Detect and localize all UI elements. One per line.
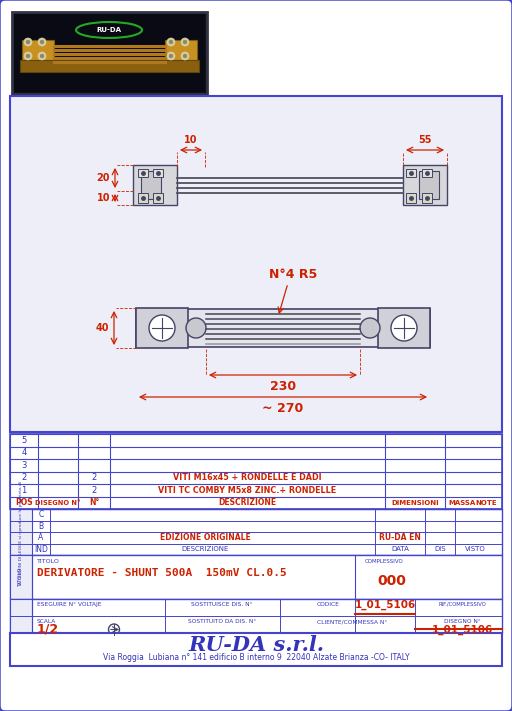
Bar — [406, 193, 416, 203]
Bar — [10, 509, 32, 555]
Bar — [10, 599, 502, 633]
Text: SCALA: SCALA — [37, 619, 56, 624]
Circle shape — [183, 54, 187, 58]
Bar — [406, 169, 416, 177]
Text: 1_01_5106: 1_01_5106 — [432, 624, 493, 635]
Bar — [10, 434, 502, 509]
Text: DATA: DATA — [391, 546, 409, 552]
Text: TITOLO: TITOLO — [18, 567, 24, 587]
Text: ESEGUIRE N° VOLTAJE: ESEGUIRE N° VOLTAJE — [37, 602, 101, 607]
Bar — [10, 509, 502, 555]
Text: DISEGNO N°: DISEGNO N° — [443, 619, 480, 624]
Bar — [14, 14, 205, 92]
Circle shape — [38, 52, 46, 60]
Circle shape — [169, 54, 173, 58]
Bar — [133, 165, 177, 205]
Text: MASSA: MASSA — [449, 500, 476, 506]
Bar — [141, 171, 161, 199]
Circle shape — [169, 40, 173, 44]
Text: A: A — [38, 533, 44, 542]
Circle shape — [40, 40, 44, 44]
Text: COMPLESSIVO: COMPLESSIVO — [365, 559, 404, 564]
Bar — [10, 633, 502, 666]
Bar — [136, 309, 430, 347]
Bar — [378, 308, 430, 348]
Text: 2: 2 — [91, 474, 97, 482]
Circle shape — [38, 38, 46, 46]
Text: 5: 5 — [22, 436, 27, 445]
Text: 1: 1 — [22, 486, 27, 495]
Bar — [422, 193, 432, 203]
Text: RU-DA s.r.l.: RU-DA s.r.l. — [188, 635, 324, 655]
Text: 2: 2 — [22, 474, 27, 482]
Text: IND: IND — [34, 545, 48, 554]
Text: DESCRIZIONE: DESCRIZIONE — [181, 546, 229, 552]
Text: 1_01_5106: 1_01_5106 — [354, 599, 416, 609]
Text: CODICE: CODICE — [317, 602, 340, 607]
Circle shape — [360, 318, 380, 338]
Text: DESCRIZIONE: DESCRIZIONE — [218, 498, 276, 507]
Bar — [419, 171, 439, 199]
Text: A TERMINI DI LEGGE si riproduce la proprieta di: A TERMINI DI LEGGE si riproduce la propr… — [19, 481, 23, 584]
Text: RU-DA EN: RU-DA EN — [379, 533, 421, 542]
Bar — [403, 165, 447, 205]
Circle shape — [181, 38, 189, 46]
Text: CLIENTE/COMMESSA N°: CLIENTE/COMMESSA N° — [317, 619, 388, 624]
Text: POS: POS — [15, 498, 33, 507]
Text: VITI M16x45 + RONDELLE E DADI: VITI M16x45 + RONDELLE E DADI — [173, 474, 322, 482]
Bar — [153, 193, 163, 203]
Text: Via Roggia  Lubiana n° 141 edificio B interno 9  22040 Alzate Brianza -CO- ITALY: Via Roggia Lubiana n° 141 edificio B int… — [103, 653, 409, 663]
Bar — [136, 308, 188, 348]
Text: RIF./COMPLESSIVO: RIF./COMPLESSIVO — [438, 602, 486, 607]
Text: 10: 10 — [184, 135, 198, 145]
Circle shape — [167, 52, 175, 60]
Text: RU-DA: RU-DA — [96, 27, 121, 33]
Text: VISTO: VISTO — [464, 546, 485, 552]
Text: B: B — [38, 522, 44, 530]
Bar — [22, 40, 54, 66]
Bar — [10, 555, 502, 599]
Circle shape — [186, 318, 206, 338]
Bar — [165, 40, 197, 66]
Text: DIS: DIS — [434, 546, 446, 552]
Ellipse shape — [391, 315, 417, 341]
Text: EDIZIONE ORIGINALE: EDIZIONE ORIGINALE — [160, 533, 250, 542]
Text: N°4 R5: N°4 R5 — [269, 268, 317, 281]
Circle shape — [181, 52, 189, 60]
Text: 55: 55 — [418, 135, 432, 145]
Circle shape — [167, 38, 175, 46]
Text: DERIVATORE - SHUNT 500A  150mV CL.0.5: DERIVATORE - SHUNT 500A 150mV CL.0.5 — [37, 568, 287, 578]
Text: 3: 3 — [22, 461, 27, 470]
Text: 1/2: 1/2 — [37, 623, 59, 636]
Text: SOSTITUISCE DIS. N°: SOSTITUISCE DIS. N° — [191, 602, 253, 607]
Bar — [10, 96, 502, 432]
Text: VITI TC COMBY M5x8 ZINC.+ RONDELLE: VITI TC COMBY M5x8 ZINC.+ RONDELLE — [158, 486, 336, 495]
Circle shape — [26, 54, 30, 58]
Bar — [153, 169, 163, 177]
Text: 20: 20 — [96, 173, 110, 183]
Text: 10: 10 — [96, 193, 110, 203]
Text: NOTE: NOTE — [475, 500, 497, 506]
Bar — [138, 193, 148, 203]
Bar — [10, 555, 32, 599]
Ellipse shape — [149, 315, 175, 341]
Text: DISEGNO N°: DISEGNO N° — [35, 500, 81, 506]
Text: 230: 230 — [270, 380, 296, 393]
Text: TITOLO: TITOLO — [37, 559, 60, 564]
Text: 2: 2 — [91, 486, 97, 495]
Circle shape — [24, 38, 32, 46]
Text: 40: 40 — [96, 323, 109, 333]
Circle shape — [183, 40, 187, 44]
Text: ~ 270: ~ 270 — [262, 402, 304, 415]
Text: SOSTITUITO DA DIS. N°: SOSTITUITO DA DIS. N° — [188, 619, 256, 624]
Bar — [20, 60, 199, 72]
Text: C: C — [38, 510, 44, 519]
Bar — [422, 169, 432, 177]
Circle shape — [40, 54, 44, 58]
Circle shape — [26, 40, 30, 44]
Bar — [12, 12, 207, 94]
Circle shape — [24, 52, 32, 60]
Bar — [10, 599, 32, 633]
Text: 4: 4 — [22, 448, 27, 457]
